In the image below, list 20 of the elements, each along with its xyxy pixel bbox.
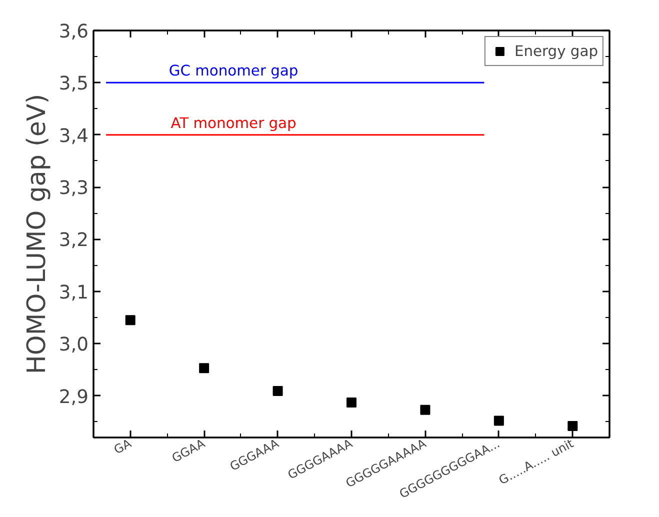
y-tick-label: 2,9 [58,386,88,408]
x-tick-label: GA [112,436,134,457]
y-tick-label: 3,1 [58,282,88,304]
y-tick-label: 3,0 [58,334,88,356]
legend-label: Energy gap [514,42,598,60]
y-axis-title: HOMO-LUMO gap (eV) [20,94,51,374]
ref-line-label: AT monomer gap [170,114,296,132]
point [125,315,136,326]
y-tick-label: 3,5 [58,74,88,95]
y-tick-label: 3,4 [58,126,88,147]
point [272,386,283,396]
point [346,398,356,408]
point [199,363,210,374]
point [420,404,430,415]
point [494,416,504,426]
y-tick-label: 3,6 [58,22,88,42]
point [568,421,578,432]
ref-line-label: GC monomer gap [168,62,298,80]
y-tick-label: 3,3 [58,178,88,200]
y-tick-label: 3,2 [58,230,88,252]
